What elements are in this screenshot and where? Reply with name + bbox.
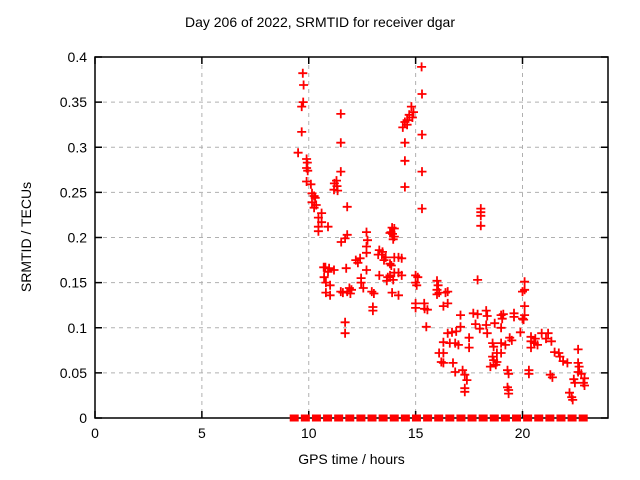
x-tick-label: 10 <box>301 425 317 441</box>
baseline-marker <box>323 414 333 422</box>
baseline-markers <box>289 414 588 422</box>
baseline-marker <box>345 414 355 422</box>
x-tick-label: 5 <box>198 425 206 441</box>
baseline-marker <box>500 414 510 422</box>
baseline-marker <box>578 414 588 422</box>
baseline-marker <box>467 414 477 422</box>
grid-lines <box>95 57 608 418</box>
baseline-marker <box>489 414 499 422</box>
x-tick-label: 0 <box>91 425 99 441</box>
baseline-marker <box>512 414 522 422</box>
baseline-marker <box>545 414 555 422</box>
chart-title: Day 206 of 2022, SRMTID for receiver dga… <box>184 14 455 30</box>
baseline-marker <box>456 414 466 422</box>
y-tick-label: 0.15 <box>60 275 87 291</box>
tick-marks <box>94 56 608 419</box>
y-tick-label: 0.05 <box>60 365 87 381</box>
baseline-marker <box>434 414 444 422</box>
baseline-marker <box>356 414 366 422</box>
x-axis-label: GPS time / hours <box>298 451 405 467</box>
y-tick-label: 0.35 <box>60 94 87 110</box>
y-tick-label: 0.1 <box>68 320 88 336</box>
baseline-marker <box>311 414 321 422</box>
baseline-marker <box>289 414 299 422</box>
baseline-marker <box>300 414 310 422</box>
baseline-marker <box>334 414 344 422</box>
scatter-points <box>293 62 589 405</box>
baseline-marker <box>445 414 455 422</box>
baseline-marker <box>423 414 433 422</box>
y-tick-label: 0.2 <box>68 230 88 246</box>
x-tick-label: 15 <box>408 425 424 441</box>
baseline-marker <box>400 414 410 422</box>
baseline-marker <box>367 414 377 422</box>
y-tick-label: 0 <box>79 410 87 426</box>
baseline-marker <box>534 414 544 422</box>
x-tick-label: 20 <box>515 425 531 441</box>
baseline-marker <box>378 414 388 422</box>
baseline-marker <box>411 414 421 422</box>
baseline-marker <box>567 414 577 422</box>
y-tick-label: 0.3 <box>68 139 88 155</box>
y-tick-label: 0.25 <box>60 184 87 200</box>
y-tick-label: 0.4 <box>68 49 88 65</box>
baseline-marker <box>389 414 399 422</box>
baseline-marker <box>556 414 566 422</box>
baseline-marker <box>478 414 488 422</box>
baseline-marker <box>523 414 533 422</box>
